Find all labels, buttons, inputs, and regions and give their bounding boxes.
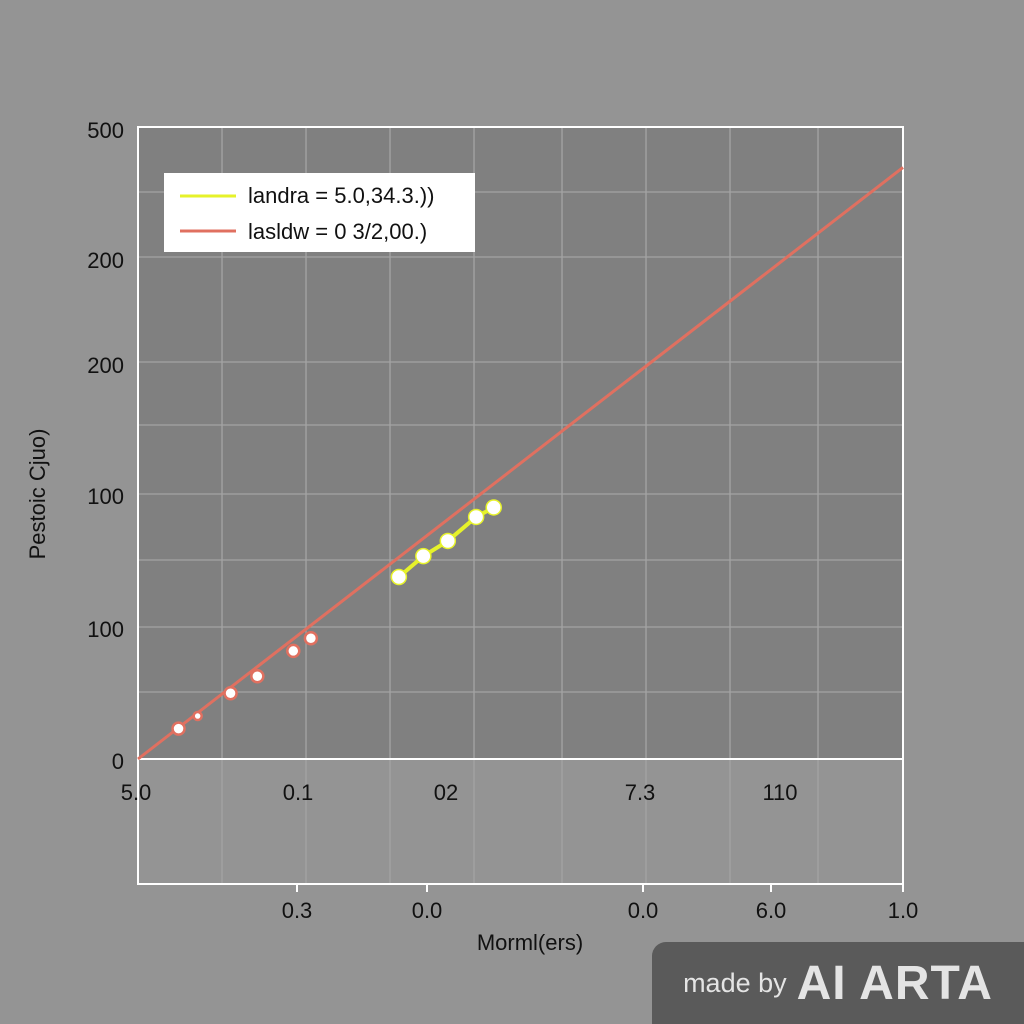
watermark-brand: AI ARTA [796, 956, 993, 1010]
watermark-badge: made by AI ARTA [652, 942, 1024, 1024]
x-tick-labels-top: 5.0 0.1 02 7.3 110 [121, 780, 798, 805]
x-tick-label-top: 5.0 [121, 780, 152, 805]
y-tick-labels: 500 200 200 100 100 0 [87, 118, 124, 774]
legend: landra = 5.0,34.3.)) lasldw = 0 3/2,00.) [164, 173, 475, 252]
series-lasldw-point [171, 721, 186, 736]
legend-label-landra: landra = 5.0,34.3.)) [248, 183, 435, 208]
watermark-prefix: made by [683, 967, 787, 998]
legend-label-lasldw: lasldw = 0 3/2,00.) [248, 219, 427, 244]
x-tick-label-bottom: 6.0 [756, 898, 787, 923]
y-tick-label: 100 [87, 617, 124, 642]
series-lasldw-point [192, 710, 203, 722]
x-tick-label-top: 110 [762, 780, 797, 805]
x-tick-label-bottom: 0.0 [628, 898, 659, 923]
series-lasldw-point [223, 686, 238, 701]
series-landra-point [390, 568, 408, 586]
series-lasldw-point [286, 643, 301, 659]
x-tick-label-bottom: 0.3 [282, 898, 313, 923]
series-landra-point [439, 532, 457, 550]
series-lasldw-point [250, 668, 265, 684]
x-tick-label-top: 7.3 [625, 780, 656, 805]
bottom-axis-frame [137, 759, 904, 885]
plot-frame [137, 126, 904, 760]
x-tick-label-bottom: 1.0 [888, 898, 919, 923]
series-layer [137, 166, 904, 761]
y-tick-label: 100 [87, 484, 124, 509]
legend-box [164, 173, 475, 252]
series-lasldw-point [303, 631, 319, 646]
x-tick-label-top: 0.1 [283, 780, 314, 805]
y-tick-label: 500 [87, 118, 124, 143]
x-tick-labels-bottom: 0.3 0.0 0.0 6.0 1.0 [282, 884, 919, 923]
y-tick-label: 200 [87, 248, 124, 273]
series-landra-point [415, 547, 432, 565]
y-tick-label: 0 [112, 749, 124, 774]
x-tick-label-bottom: 0.0 [412, 898, 443, 923]
x-axis-title: Morml(ers) [477, 930, 583, 955]
y-axis-title: Pestoic Cjuo) [25, 429, 50, 560]
y-tick-label: 200 [87, 353, 124, 378]
series-landra-point [485, 499, 502, 516]
x-tick-label-top: 02 [434, 780, 458, 805]
series-lasldw-line [137, 166, 904, 761]
series-landra-point [467, 508, 485, 526]
